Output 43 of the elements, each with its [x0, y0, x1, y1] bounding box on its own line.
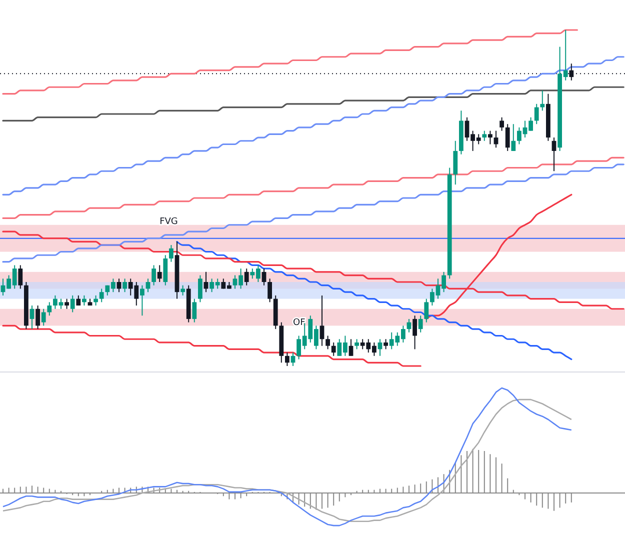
candlestick [47, 302, 52, 316]
candlestick [500, 116, 504, 132]
candlestick [192, 298, 197, 323]
candlestick [384, 338, 388, 350]
candlestick [453, 140, 458, 186]
candlestick [198, 274, 202, 303]
candlestick [348, 338, 354, 356]
candlestick [99, 288, 104, 303]
candlestick [482, 130, 487, 142]
candlestick [488, 130, 492, 145]
candlestick [552, 137, 556, 172]
candlestick [152, 264, 156, 286]
annotation: FVG [160, 217, 178, 228]
candlestick [424, 298, 429, 323]
candlestick [157, 264, 162, 282]
candlestick [418, 315, 423, 333]
candlestick [262, 268, 266, 286]
candlestick [82, 294, 86, 306]
candlestick [540, 90, 545, 112]
candlestick [41, 308, 46, 326]
candlestick [534, 103, 539, 125]
candlestick [140, 284, 144, 316]
candlestick [94, 294, 98, 306]
candlestick [320, 294, 324, 346]
candlestick [326, 335, 330, 350]
candlestick [331, 342, 336, 356]
candlestick [70, 294, 75, 313]
candlestick [180, 284, 185, 296]
annotation: OF [293, 318, 306, 328]
candlestick [412, 315, 417, 350]
candlestick [169, 244, 174, 262]
candlestick [268, 278, 272, 303]
candlestick [285, 352, 290, 366]
candlestick [244, 268, 249, 286]
candlestick [30, 305, 34, 330]
candlestick [511, 124, 516, 152]
candlestick [163, 254, 168, 286]
candlestick [505, 124, 510, 152]
candlestick [354, 338, 359, 350]
candlestick [64, 298, 69, 310]
candlestick [122, 278, 127, 293]
candlestick [18, 264, 23, 290]
candlestick [36, 305, 40, 330]
